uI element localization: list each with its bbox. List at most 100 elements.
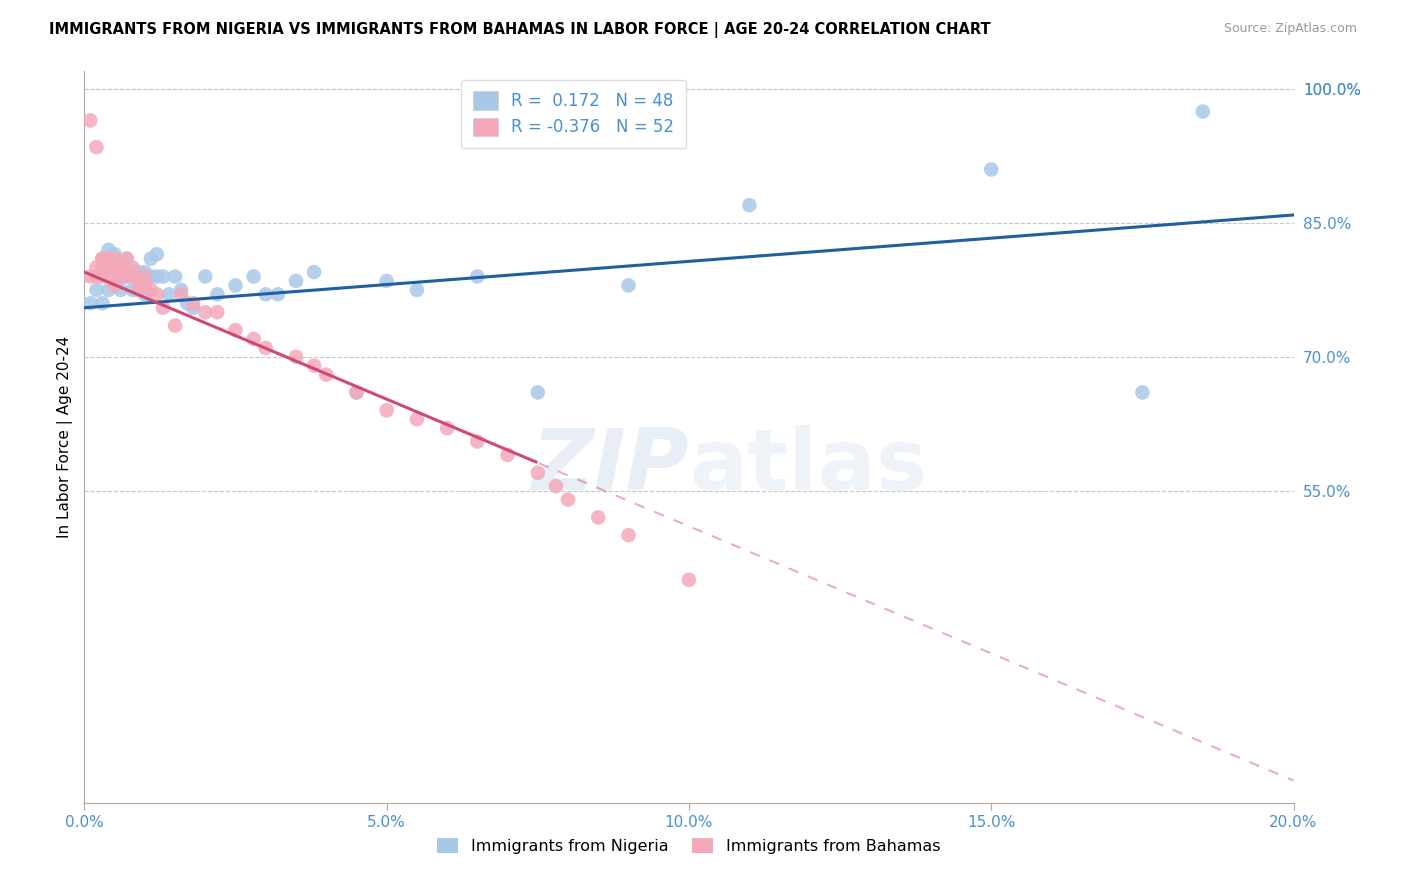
Point	[346, 385, 368, 400]
Text: ZIP: ZIP	[531, 425, 689, 508]
Legend: Immigrants from Nigeria, Immigrants from Bahamas: Immigrants from Nigeria, Immigrants from…	[432, 831, 946, 861]
Point	[165, 269, 187, 284]
Point	[91, 252, 114, 266]
Point	[134, 269, 156, 284]
Point	[97, 260, 120, 275]
Point	[181, 301, 204, 315]
Point	[110, 269, 132, 284]
Point	[97, 269, 120, 284]
Point	[110, 269, 132, 284]
Point	[242, 269, 264, 284]
Point	[139, 283, 162, 297]
Point	[86, 260, 108, 275]
Point	[181, 296, 204, 310]
Point	[104, 260, 127, 275]
Point	[91, 269, 114, 284]
Point	[134, 287, 156, 301]
Point	[157, 287, 180, 301]
Point	[115, 252, 138, 266]
Point	[110, 260, 132, 275]
Point	[375, 274, 398, 288]
Point	[121, 265, 143, 279]
Point	[588, 510, 610, 524]
Text: IMMIGRANTS FROM NIGERIA VS IMMIGRANTS FROM BAHAMAS IN LABOR FORCE | AGE 20-24 CO: IMMIGRANTS FROM NIGERIA VS IMMIGRANTS FR…	[49, 22, 991, 38]
Point	[104, 247, 127, 261]
Point	[254, 287, 277, 301]
Point	[128, 274, 150, 288]
Point	[146, 287, 169, 301]
Text: atlas: atlas	[689, 425, 927, 508]
Point	[170, 287, 193, 301]
Point	[1130, 385, 1153, 400]
Point	[104, 252, 127, 266]
Point	[146, 247, 169, 261]
Point	[225, 323, 247, 337]
Point	[115, 269, 138, 284]
Point	[91, 296, 114, 310]
Point	[86, 269, 108, 284]
Point	[170, 283, 193, 297]
Point	[980, 162, 1002, 177]
Point	[152, 269, 174, 284]
Point	[527, 466, 550, 480]
Point	[225, 278, 247, 293]
Point	[91, 260, 114, 275]
Point	[738, 198, 761, 212]
Point	[110, 283, 132, 297]
Y-axis label: In Labor Force | Age 20-24: In Labor Force | Age 20-24	[58, 336, 73, 538]
Point	[146, 269, 169, 284]
Point	[467, 434, 489, 449]
Point	[406, 283, 429, 297]
Point	[302, 359, 325, 373]
Point	[104, 260, 127, 275]
Point	[375, 403, 398, 417]
Point	[121, 260, 143, 275]
Point	[242, 332, 264, 346]
Point	[267, 287, 290, 301]
Point	[315, 368, 337, 382]
Point	[128, 283, 150, 297]
Point	[86, 283, 108, 297]
Point	[194, 269, 217, 284]
Point	[121, 269, 143, 284]
Point	[207, 305, 229, 319]
Point	[79, 296, 101, 310]
Point	[79, 113, 101, 128]
Point	[467, 269, 489, 284]
Point	[194, 305, 217, 319]
Text: Source: ZipAtlas.com: Source: ZipAtlas.com	[1223, 22, 1357, 36]
Point	[527, 385, 550, 400]
Point	[97, 283, 120, 297]
Point	[436, 421, 458, 435]
Point	[139, 252, 162, 266]
Point	[86, 140, 108, 154]
Point	[406, 412, 429, 426]
Point	[207, 287, 229, 301]
Point	[544, 479, 567, 493]
Point	[128, 283, 150, 297]
Point	[285, 350, 308, 364]
Point	[285, 274, 308, 288]
Point	[97, 252, 120, 266]
Point	[91, 252, 114, 266]
Point	[678, 573, 700, 587]
Point	[91, 260, 114, 275]
Point	[134, 278, 156, 293]
Point	[115, 252, 138, 266]
Point	[91, 252, 114, 266]
Point	[115, 269, 138, 284]
Point	[110, 260, 132, 275]
Point	[1192, 104, 1215, 119]
Point	[104, 278, 127, 293]
Point	[617, 278, 640, 293]
Point	[254, 341, 277, 355]
Point	[128, 265, 150, 279]
Point	[496, 448, 519, 462]
Point	[165, 318, 187, 333]
Point	[152, 301, 174, 315]
Point	[79, 269, 101, 284]
Point	[134, 265, 156, 279]
Point	[139, 269, 162, 284]
Point	[346, 385, 368, 400]
Point	[176, 296, 198, 310]
